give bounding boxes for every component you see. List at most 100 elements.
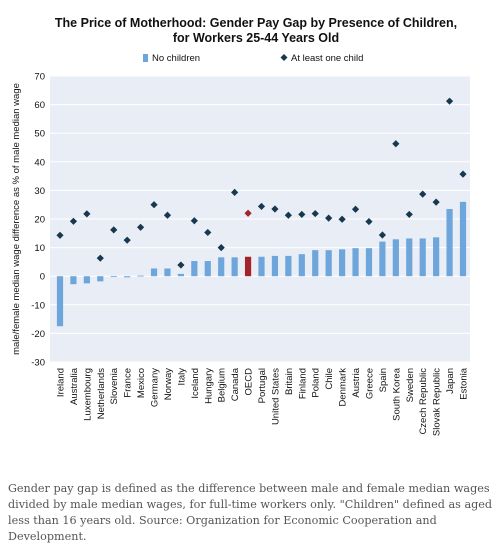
- marker-at-least-one-child: [365, 217, 373, 226]
- y-tick-label: 60: [34, 100, 45, 111]
- marker-at-least-one-child: [432, 198, 440, 206]
- chart: The Price of Motherhood: Gender Pay Gap …: [11, 16, 470, 436]
- x-tick-label: Finland: [297, 368, 308, 399]
- bar-no-children: [339, 249, 346, 277]
- legend-swatch-no-children: [143, 54, 148, 62]
- marker-at-least-one-child: [204, 228, 212, 237]
- chart-caption: Gender pay gap is defined as the differe…: [8, 482, 493, 543]
- marker-at-least-one-child: [137, 223, 145, 231]
- bar-no-children: [258, 256, 265, 277]
- bar-no-children: [204, 261, 211, 277]
- marker-at-least-one-child: [459, 170, 467, 178]
- x-tick-label: Netherlands: [96, 368, 107, 419]
- bar-no-children: [191, 261, 198, 277]
- bars-no-children: [56, 201, 467, 327]
- bar-no-children: [110, 276, 117, 278]
- bar-no-children: [177, 273, 184, 277]
- x-tick-label: Poland: [311, 368, 322, 398]
- x-tick-label: Chile: [324, 368, 335, 390]
- marker-at-least-one-child: [150, 201, 158, 209]
- marker-at-least-one-child: [419, 190, 427, 198]
- bar-no-children: [218, 257, 225, 277]
- x-tick-label: Spain: [378, 368, 389, 392]
- legend-swatch-at-least-one-child: [280, 54, 288, 61]
- bar-no-children: [298, 254, 305, 277]
- y-tick-label: -10: [31, 300, 45, 311]
- y-axis-ticks: -30 -20 -10 0 10 20 30 40 50 60 70: [31, 72, 45, 369]
- bar-no-children: [365, 248, 373, 277]
- x-tick-label: Japan: [445, 368, 456, 394]
- y-tick-label: 70: [34, 72, 45, 83]
- marker-at-least-one-child: [378, 231, 386, 239]
- x-tick-label: Luxembourg: [82, 368, 93, 421]
- marker-at-least-one-child: [177, 261, 185, 269]
- grid: [50, 75, 470, 363]
- marker-at-least-one-child: [69, 217, 78, 225]
- x-tick-label: OECD: [244, 368, 255, 396]
- marker-at-least-one-child: [405, 210, 413, 219]
- bar-no-children: [312, 250, 319, 277]
- chart-title-line-1: The Price of Motherhood: Gender Pay Gap …: [55, 16, 457, 30]
- bar-no-children: [124, 276, 131, 278]
- x-tick-label: Norway: [163, 368, 174, 400]
- x-tick-label: Portugal: [257, 368, 268, 403]
- bar-no-children: [271, 255, 279, 277]
- x-tick-label: Germany: [150, 368, 161, 407]
- bar-no-children: [392, 239, 399, 277]
- y-tick-label: -30: [31, 358, 45, 369]
- bar-no-children: [56, 276, 64, 327]
- x-tick-label: Hungary: [203, 368, 214, 404]
- marker-at-least-one-child: [325, 214, 333, 222]
- x-tick-label: South Korea: [391, 367, 402, 421]
- x-tick-label: Czech Republic: [418, 368, 429, 435]
- bar-no-children: [446, 208, 453, 277]
- y-tick-label: 0: [40, 272, 45, 283]
- y-tick-label: 50: [34, 129, 45, 140]
- legend-label-no-children: No children: [152, 53, 200, 64]
- bar-no-children: [406, 238, 413, 277]
- marker-at-least-one-child: [298, 210, 306, 219]
- bar-no-children: [97, 276, 104, 282]
- marker-at-least-one-child: [123, 236, 131, 244]
- marker-at-least-one-child: [311, 209, 319, 218]
- x-tick-label: Denmark: [338, 368, 349, 407]
- bar-no-children: [231, 257, 238, 277]
- x-tick-label: Greece: [364, 368, 375, 399]
- x-tick-label: Mexico: [136, 368, 147, 398]
- x-tick-label: Iceland: [190, 368, 201, 399]
- marker-at-least-one-child: [338, 215, 346, 223]
- marker-at-least-one-child: [392, 140, 400, 148]
- x-tick-label: Austria: [351, 367, 362, 397]
- bar-no-children: [83, 276, 90, 284]
- bar-no-children: [137, 275, 144, 277]
- y-tick-label: 30: [34, 186, 45, 197]
- x-tick-label: Slovak Republic: [432, 368, 443, 436]
- y-tick-label: 40: [34, 157, 45, 168]
- marker-at-least-one-child: [96, 254, 104, 262]
- marker-at-least-one-child: [231, 188, 239, 197]
- bar-no-children: [419, 238, 426, 277]
- legend: No children At least one child: [143, 53, 363, 64]
- y-tick-label: 10: [34, 243, 45, 254]
- bar-no-children: [352, 248, 359, 277]
- x-tick-label: Italy: [176, 368, 187, 386]
- chart-title-line-2: for Workers 25-44 Years Old: [173, 31, 339, 45]
- marker-at-least-one-child: [83, 210, 91, 218]
- x-tick-label: Sweden: [405, 368, 416, 402]
- x-tick-label: Belgium: [217, 368, 228, 402]
- x-tick-label: Canada: [230, 367, 241, 401]
- marker-at-least-one-child: [351, 205, 360, 213]
- y-tick-label: 20: [34, 215, 45, 226]
- bar-no-children: [70, 276, 77, 285]
- marker-at-least-one-child: [257, 202, 266, 211]
- bar-no-children: [325, 250, 332, 277]
- marker-at-least-one-child: [244, 209, 252, 217]
- marker-at-least-one-child: [163, 211, 172, 219]
- bar-no-children: [244, 256, 252, 277]
- y-tick-label: -20: [31, 329, 45, 340]
- bar-no-children: [379, 241, 386, 277]
- x-tick-label: Britain: [284, 368, 295, 395]
- x-tick-label: France: [123, 368, 134, 398]
- marker-at-least-one-child: [271, 205, 279, 213]
- x-tick-label: Ireland: [56, 368, 67, 397]
